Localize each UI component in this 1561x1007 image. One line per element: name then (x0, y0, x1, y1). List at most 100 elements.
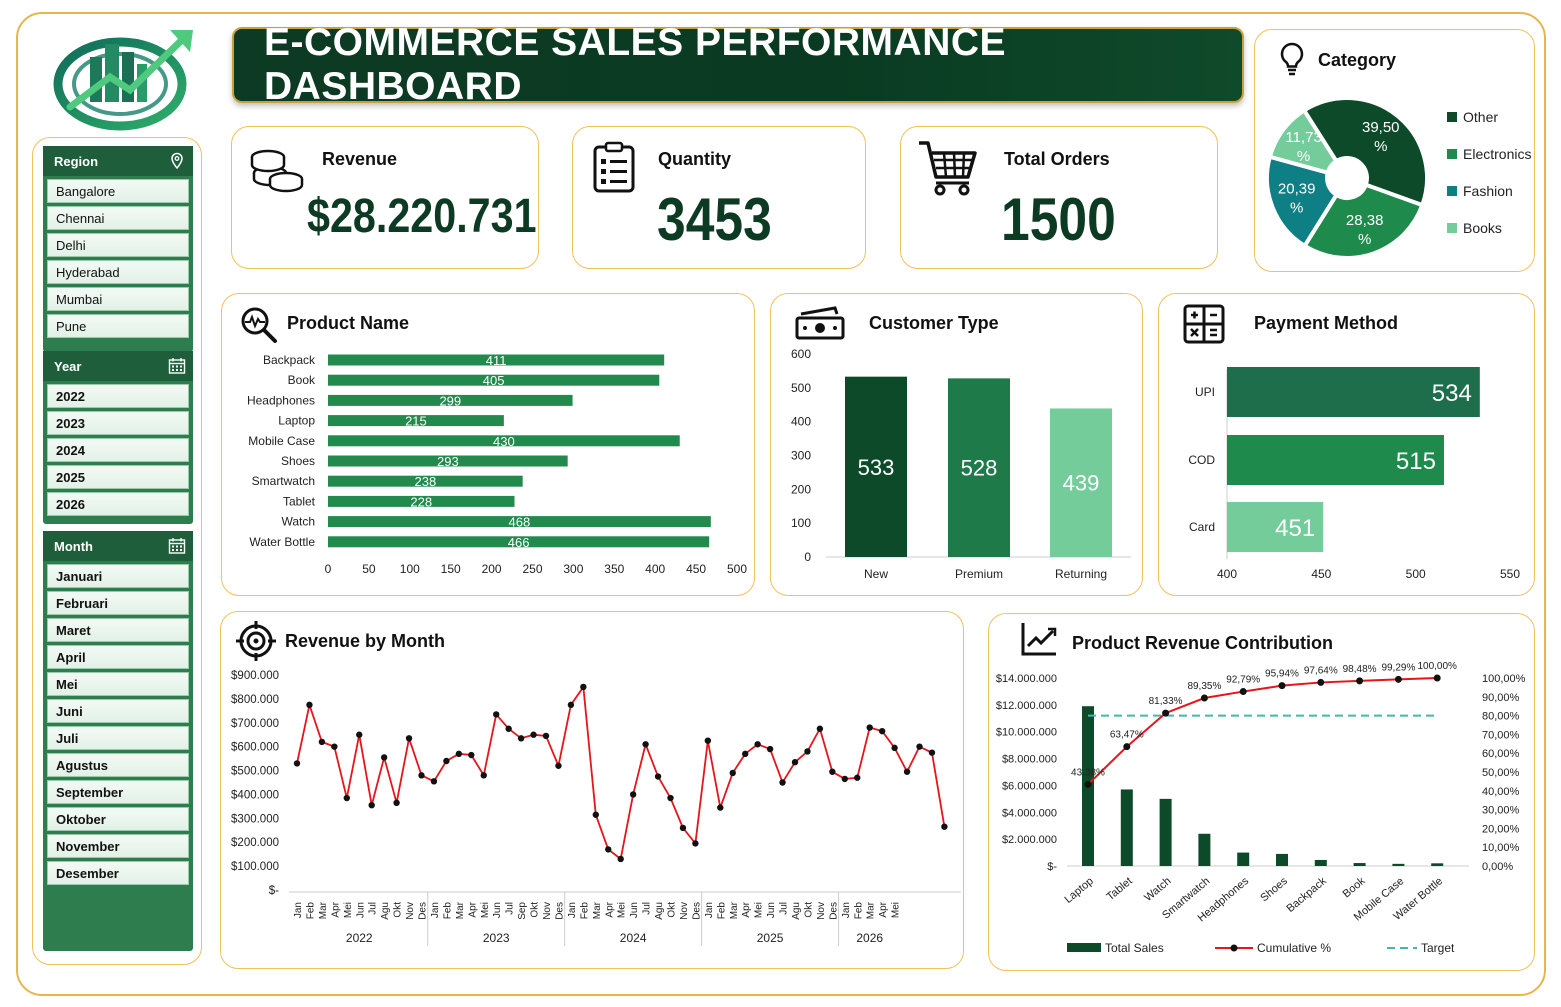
revenue-point (443, 757, 450, 765)
revenue-point (517, 735, 525, 742)
legend-label-other: Other (1463, 109, 1498, 125)
quantity-card: Quantity 3453 (572, 126, 866, 269)
slicer-item-month[interactable]: Maret (47, 618, 189, 642)
revenue-point (829, 768, 836, 775)
line-trend-icon (1021, 623, 1057, 656)
revenue-point (854, 774, 861, 781)
legend-label-cumulative: Cumulative % (1257, 941, 1331, 955)
slicer-item-month[interactable]: Juni (47, 699, 189, 723)
slicer-item-region[interactable]: Mumbai (47, 287, 189, 311)
revenue-point (605, 846, 612, 853)
month-tick-label: Jul (368, 902, 379, 915)
y-tick-label: $700.000 (231, 718, 279, 730)
product-data-label: 299 (439, 393, 461, 408)
sales-bar (1276, 853, 1288, 866)
slicer-item-region[interactable]: Delhi (47, 233, 189, 257)
orders-label: Total Orders (1004, 149, 1110, 169)
slicer-item-month[interactable]: Mei (47, 672, 189, 696)
payment-method-title: Payment Method (1254, 313, 1399, 333)
revenue-point (368, 801, 375, 809)
map-pin-icon (171, 152, 183, 170)
slicer-item-month[interactable]: April (47, 645, 189, 669)
revenue-value: $28.220.731 (307, 190, 537, 243)
revenue-point (468, 751, 475, 759)
month-tick-label: Jul (642, 902, 653, 915)
slicer-item-month[interactable]: Januari (47, 564, 189, 588)
revenue-point (692, 840, 699, 847)
y-tick-label: $300.000 (231, 813, 279, 825)
slicer-item-year[interactable]: 2022 (47, 384, 189, 408)
payment-bar-upi (1227, 367, 1480, 417)
revenue-point (405, 735, 413, 742)
month-tick-label: Feb (305, 902, 316, 920)
product-bar (328, 435, 680, 447)
cumulative-point (1317, 678, 1325, 686)
revenue-point (754, 741, 761, 748)
revenue-point (318, 738, 326, 746)
y-tick-label: $8.000.000 (1002, 754, 1057, 766)
revenue-point (766, 745, 774, 753)
revenue-point (629, 791, 637, 798)
slicer-item-month[interactable]: Juli (47, 726, 189, 750)
clipboard-icon (593, 141, 635, 193)
cumulative-data-label: 95,94% (1265, 669, 1299, 680)
revenue-point (393, 799, 400, 807)
revenue-point (455, 750, 463, 758)
y-tick-label: $14.000.000 (996, 673, 1057, 685)
month-tick-label: Jun (766, 902, 777, 918)
slicer-item-year[interactable]: 2026 (47, 492, 189, 516)
slicer-item-month[interactable]: Desember (47, 861, 189, 885)
slicer-item-year[interactable]: 2025 (47, 465, 189, 489)
slicer-item-year[interactable]: 2023 (47, 411, 189, 435)
y2-tick-label: 0,00% (1482, 861, 1513, 873)
slicer-item-region[interactable]: Chennai (47, 206, 189, 230)
revenue-point (742, 750, 749, 758)
product-bar (328, 415, 504, 427)
month-tick-label: Mei (343, 902, 354, 918)
slicer-item-month[interactable]: September (47, 780, 189, 804)
slicer-item-year[interactable]: 2024 (47, 438, 189, 462)
month-tick-label: Feb (853, 902, 864, 920)
month-tick-label: Feb (716, 902, 727, 920)
year-tick-label: 2025 (757, 931, 784, 945)
month-tick-label: Mar (455, 901, 466, 919)
payment-data-label: 451 (1275, 515, 1315, 542)
slicer-item-month[interactable]: Februari (47, 591, 189, 615)
slicer-item-month[interactable]: Agustus (47, 753, 189, 777)
product-category-label: Tablet (283, 494, 316, 508)
revenue-point (667, 794, 674, 802)
slicer-item-month[interactable]: November (47, 834, 189, 858)
month-tick-label: Jun (629, 902, 640, 918)
slicer-item-month[interactable]: Oktober (47, 807, 189, 831)
customer-bar-premium (948, 378, 1010, 557)
category-data-label: 39,50% (1362, 119, 1400, 155)
cumulative-point (1278, 682, 1286, 690)
slicer-item-region[interactable]: Pune (47, 314, 189, 338)
y-tick-label: 200 (791, 482, 811, 496)
month-tick-label: Des (554, 902, 565, 920)
payment-method-card: Payment Method 534 UPI 515 COD 451 Card 400 450… (1158, 293, 1535, 596)
payment-data-label: 515 (1396, 448, 1436, 475)
legend-label-target: Target (1421, 941, 1455, 955)
product-bar (328, 455, 568, 467)
x-tick-label: 450 (686, 562, 706, 576)
month-tick-label: Jan (841, 902, 852, 918)
y-tick-label: $4.000.000 (1002, 807, 1057, 819)
revenue-point (779, 779, 786, 786)
product-data-label: 430 (493, 434, 515, 449)
revenue-point (891, 744, 898, 752)
magnifier-pulse-icon (241, 307, 277, 343)
revenue-point (791, 758, 799, 766)
payment-category-label: Card (1189, 520, 1215, 534)
y-tick-label: $- (1047, 861, 1057, 873)
slicer-item-region[interactable]: Hyderabad (47, 260, 189, 284)
product-bar (328, 516, 711, 528)
calendar-icon (168, 358, 186, 374)
category-title: Category (1318, 50, 1397, 70)
year-tick-label: 2026 (856, 931, 883, 945)
logo (53, 30, 193, 131)
product-revenue-contribution-chart: $- $2.000.000 $4.000.000 $6.000.000 $8.000.0… (996, 661, 1526, 955)
revenue-point (418, 772, 425, 779)
revenue-point (430, 778, 438, 785)
slicer-item-region[interactable]: Bangalore (47, 179, 189, 203)
